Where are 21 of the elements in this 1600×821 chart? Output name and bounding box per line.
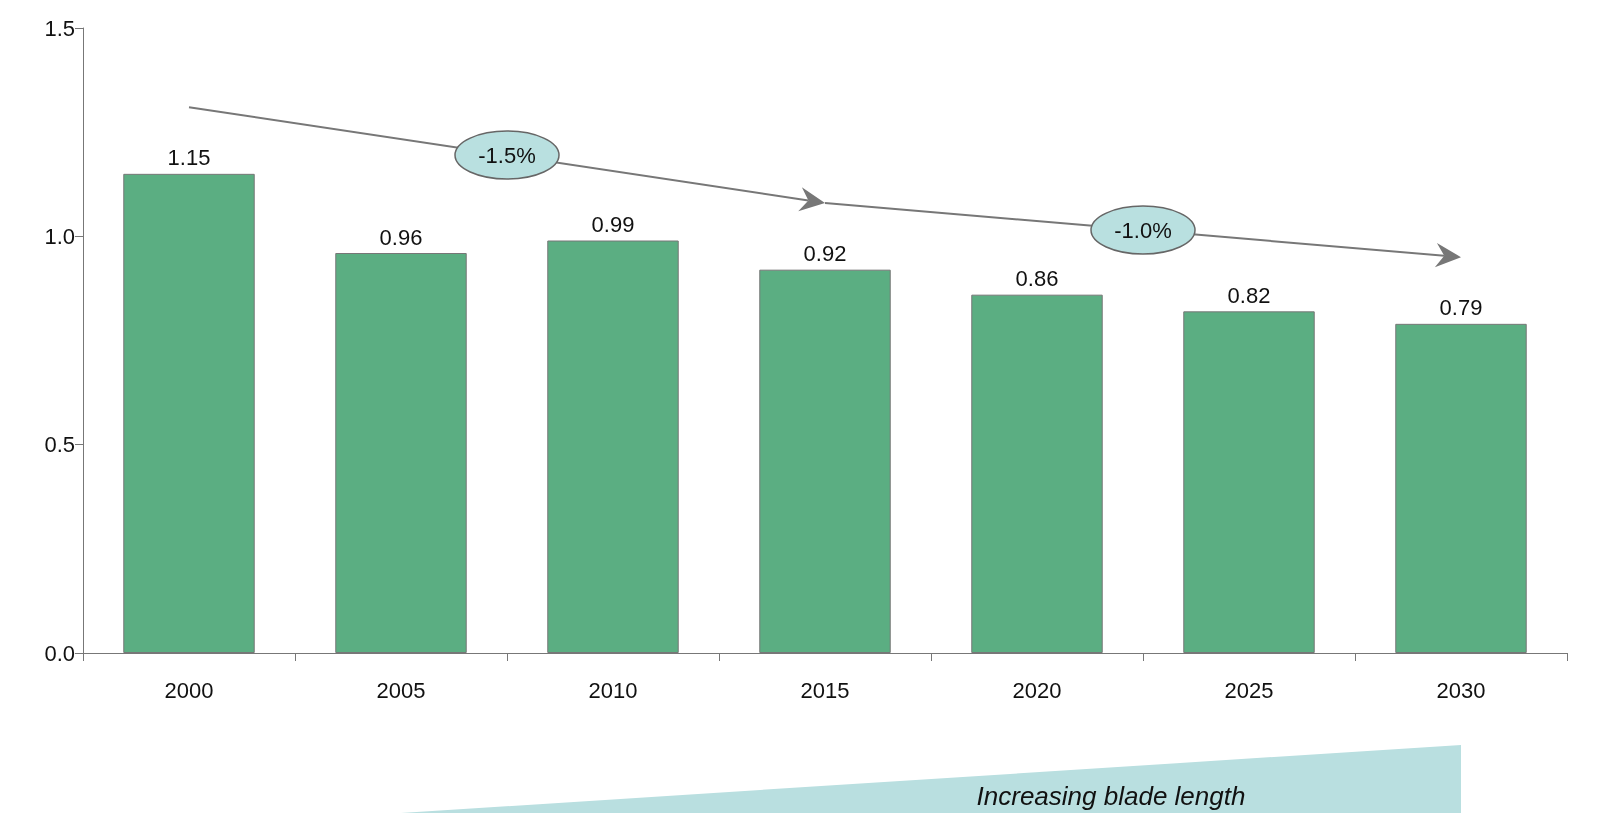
x-tick-label: 2010 [588, 677, 638, 703]
x-tick-label: 2025 [1224, 677, 1274, 703]
text: Increasing blade length [976, 781, 1246, 811]
annotation: -1.5% [478, 143, 536, 169]
annotation: -1.0% [1114, 218, 1172, 244]
data-label: 0.99 [591, 212, 635, 237]
y-tick-label: 1.0 [44, 223, 75, 249]
data-label: 1.15 [167, 145, 211, 171]
x-tick-label: 2020 [1012, 677, 1062, 703]
x-tick-label: 2030 [1436, 677, 1486, 703]
x-tick-label: 2015 [800, 677, 850, 703]
y-tick-label: 0.5 [44, 432, 75, 458]
data-label: 0.82 [1227, 282, 1271, 308]
x-tick-label: 2000 [164, 677, 214, 703]
y-tick-label: 1.5 [44, 15, 75, 41]
y-tick-label: 0.0 [44, 640, 75, 666]
data-label: 0.92 [803, 241, 847, 267]
data-label: 0.96 [379, 224, 423, 250]
data-label: 0.79 [1439, 295, 1483, 321]
data-label: 0.86 [1015, 266, 1059, 292]
x-tick-label: 2005 [376, 677, 426, 703]
